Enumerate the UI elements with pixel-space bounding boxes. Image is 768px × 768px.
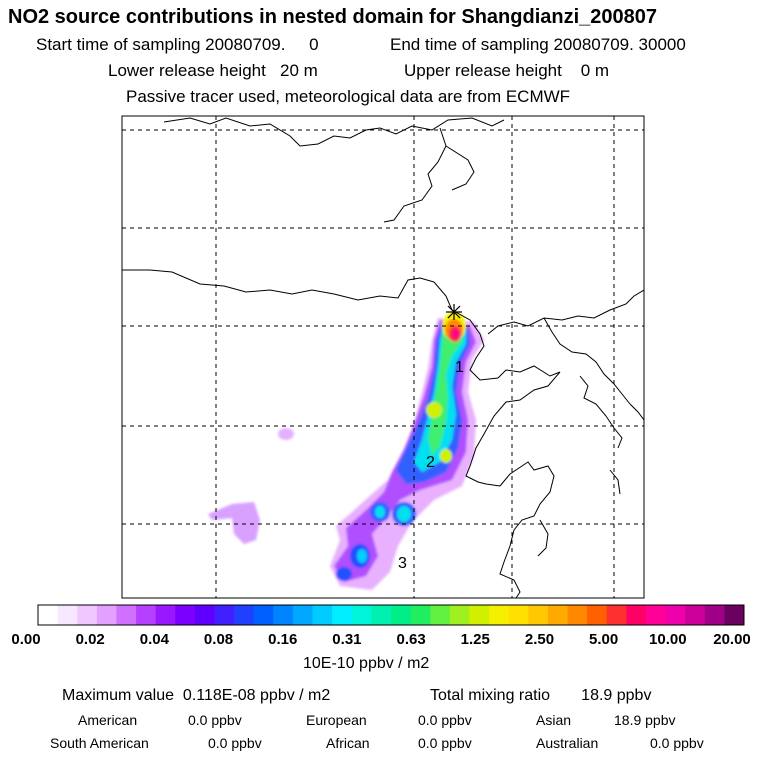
- plume-green: [428, 322, 464, 456]
- color-scale-tick-label: 5.00: [589, 631, 619, 648]
- patch-left: [208, 502, 260, 544]
- color-scale-swatch: [332, 605, 353, 625]
- region-name-asian: Asian: [536, 712, 572, 728]
- marker-2: 2: [426, 454, 435, 471]
- region-value-african: 0.0 ppbv: [418, 735, 472, 751]
- max-value: Maximum value 0.118E-08 ppbv / m2: [62, 687, 331, 704]
- color-scale-tick-label: 10.00: [649, 631, 687, 648]
- color-scale-swatch: [626, 605, 647, 625]
- end-time: End time of sampling 20080709. 30000: [390, 35, 686, 54]
- color-scale-tick-label: 0.04: [139, 631, 169, 648]
- color-scale-swatch: [38, 605, 59, 625]
- color-scale-swatch: [567, 605, 588, 625]
- color-scale-swatch: [292, 605, 313, 625]
- color-scale-swatch: [96, 605, 117, 625]
- color-scale-swatch: [77, 605, 98, 625]
- color-scale-swatch: [528, 605, 549, 625]
- color-scale-swatch: [704, 605, 725, 625]
- lower-release-height: Lower release height 20 m: [108, 61, 318, 80]
- region-name-european: European: [306, 712, 367, 728]
- color-scale-swatch: [175, 605, 196, 625]
- color-scale-swatch: [547, 605, 568, 625]
- region-name-australian: Australian: [536, 735, 599, 751]
- region-value-american: 0.0 ppbv: [188, 712, 242, 728]
- region-value-australian: 0.0 ppbv: [650, 735, 704, 751]
- marker-1: 1: [455, 359, 464, 376]
- color-scale-swatch: [508, 605, 529, 625]
- receptor-star-icon: [446, 304, 462, 320]
- color-scale-swatch: [469, 605, 490, 625]
- color-scale-swatch: [665, 605, 686, 625]
- marker-3: 3: [398, 555, 407, 572]
- tracer-note: Passive tracer used, meteorological data…: [126, 87, 571, 106]
- color-scale-swatch: [57, 605, 78, 625]
- color-scale-swatch: [391, 605, 412, 625]
- color-scale-swatch: [587, 605, 608, 625]
- blob-cyan-2: [397, 506, 411, 522]
- blob-cyan-1: [375, 506, 385, 518]
- plume-yellow-mid: [426, 402, 442, 418]
- plot-title: NO2 source contributions in nested domai…: [8, 6, 658, 28]
- total-mixing-ratio: Total mixing ratio 18.9 ppbv: [430, 687, 652, 704]
- coastlines: [122, 117, 644, 598]
- color-scale-swatch: [685, 605, 706, 625]
- plume-yellow-low: [440, 449, 452, 463]
- color-scale-swatch: [194, 605, 215, 625]
- color-scale-tick-label: 1.25: [460, 631, 490, 648]
- color-scale-swatch: [273, 605, 294, 625]
- concentration-plume: [208, 312, 484, 590]
- color-scale-swatch: [253, 605, 274, 625]
- color-scale-tick-label: 20.00: [713, 631, 751, 648]
- color-scale-swatch: [430, 605, 451, 625]
- color-scale-tick-label: 0.31: [332, 631, 362, 648]
- region-name-south-american: South American: [50, 735, 149, 751]
- color-scale-swatch: [234, 605, 255, 625]
- upper-release-height: Upper release height 0 m: [404, 61, 610, 80]
- color-scale-swatch: [724, 605, 745, 625]
- region-value-south-american: 0.0 ppbv: [208, 735, 262, 751]
- color-scale-tick-label: 0.00: [11, 631, 41, 648]
- color-scale-tick-label: 2.50: [524, 631, 555, 648]
- region-name-african: African: [326, 735, 370, 751]
- map-area: [122, 116, 644, 598]
- color-scale-swatch: [449, 605, 470, 625]
- color-scale-tick-label: 0.08: [203, 631, 234, 648]
- grid-lines: [122, 116, 644, 598]
- color-scale-swatch: [214, 605, 235, 625]
- blob-cyan-3: [357, 549, 367, 563]
- start-time: Start time of sampling 20080709. 0: [36, 35, 319, 54]
- color-scale-swatch: [116, 605, 137, 625]
- color-scale-tick-label: 0.16: [268, 631, 298, 648]
- color-scale-swatch: [606, 605, 627, 625]
- color-scale-swatch: [371, 605, 392, 625]
- color-scale-swatch: [489, 605, 510, 625]
- patch-small: [278, 428, 294, 440]
- color-scale-swatch: [312, 605, 333, 625]
- color-scale-swatch: [155, 605, 176, 625]
- region-name-american: American: [78, 712, 138, 728]
- color-scale-tick-label: 0.02: [75, 631, 105, 648]
- color-scale-swatch: [410, 605, 431, 625]
- color-scale-swatch: [645, 605, 666, 625]
- units-label: 10E-10 ppbv / m2: [303, 655, 430, 672]
- color-scale-bar: [38, 605, 745, 625]
- plume-pink: [453, 329, 459, 339]
- blob-blue-4: [336, 567, 352, 581]
- map-frame: [121, 115, 645, 599]
- color-scale-swatch: [351, 605, 372, 625]
- region-value-asian: 18.9 ppbv: [614, 712, 676, 728]
- color-scale-frame: [37, 604, 745, 626]
- region-value-european: 0.0 ppbv: [418, 712, 472, 728]
- color-scale-tick-label: 0.63: [396, 631, 426, 648]
- color-scale-swatch: [136, 605, 157, 625]
